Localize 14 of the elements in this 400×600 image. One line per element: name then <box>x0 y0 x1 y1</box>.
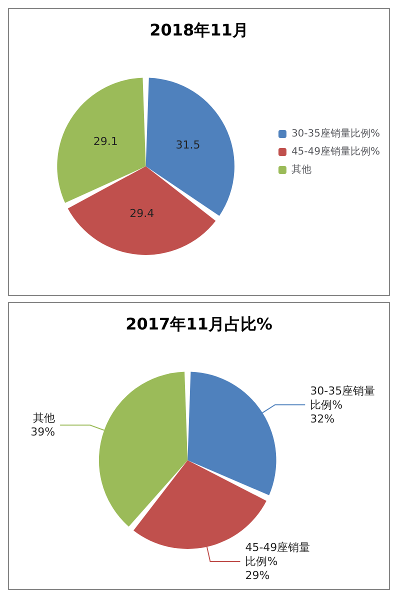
data-label: 29.1 <box>93 134 118 148</box>
slice-label: 30-35座销量比例% <box>310 384 376 412</box>
slice-label: 其他 <box>33 412 56 425</box>
legend-label: 45-49座销量比例% <box>291 146 380 158</box>
data-label: 32% <box>310 412 335 426</box>
chart-title: 2017年11月占比% <box>126 314 272 334</box>
slice-label: 45-49座销量比例% <box>245 540 310 568</box>
data-label: 39% <box>30 426 56 439</box>
legend-label: 其他 <box>291 164 312 176</box>
data-label: 31.5 <box>176 138 200 152</box>
data-label: 29% <box>245 568 270 582</box>
data-label: 29.4 <box>130 206 154 220</box>
legend-label: 30-35座销量比例% <box>291 128 380 140</box>
chart-title: 2018年11月 <box>150 20 248 40</box>
